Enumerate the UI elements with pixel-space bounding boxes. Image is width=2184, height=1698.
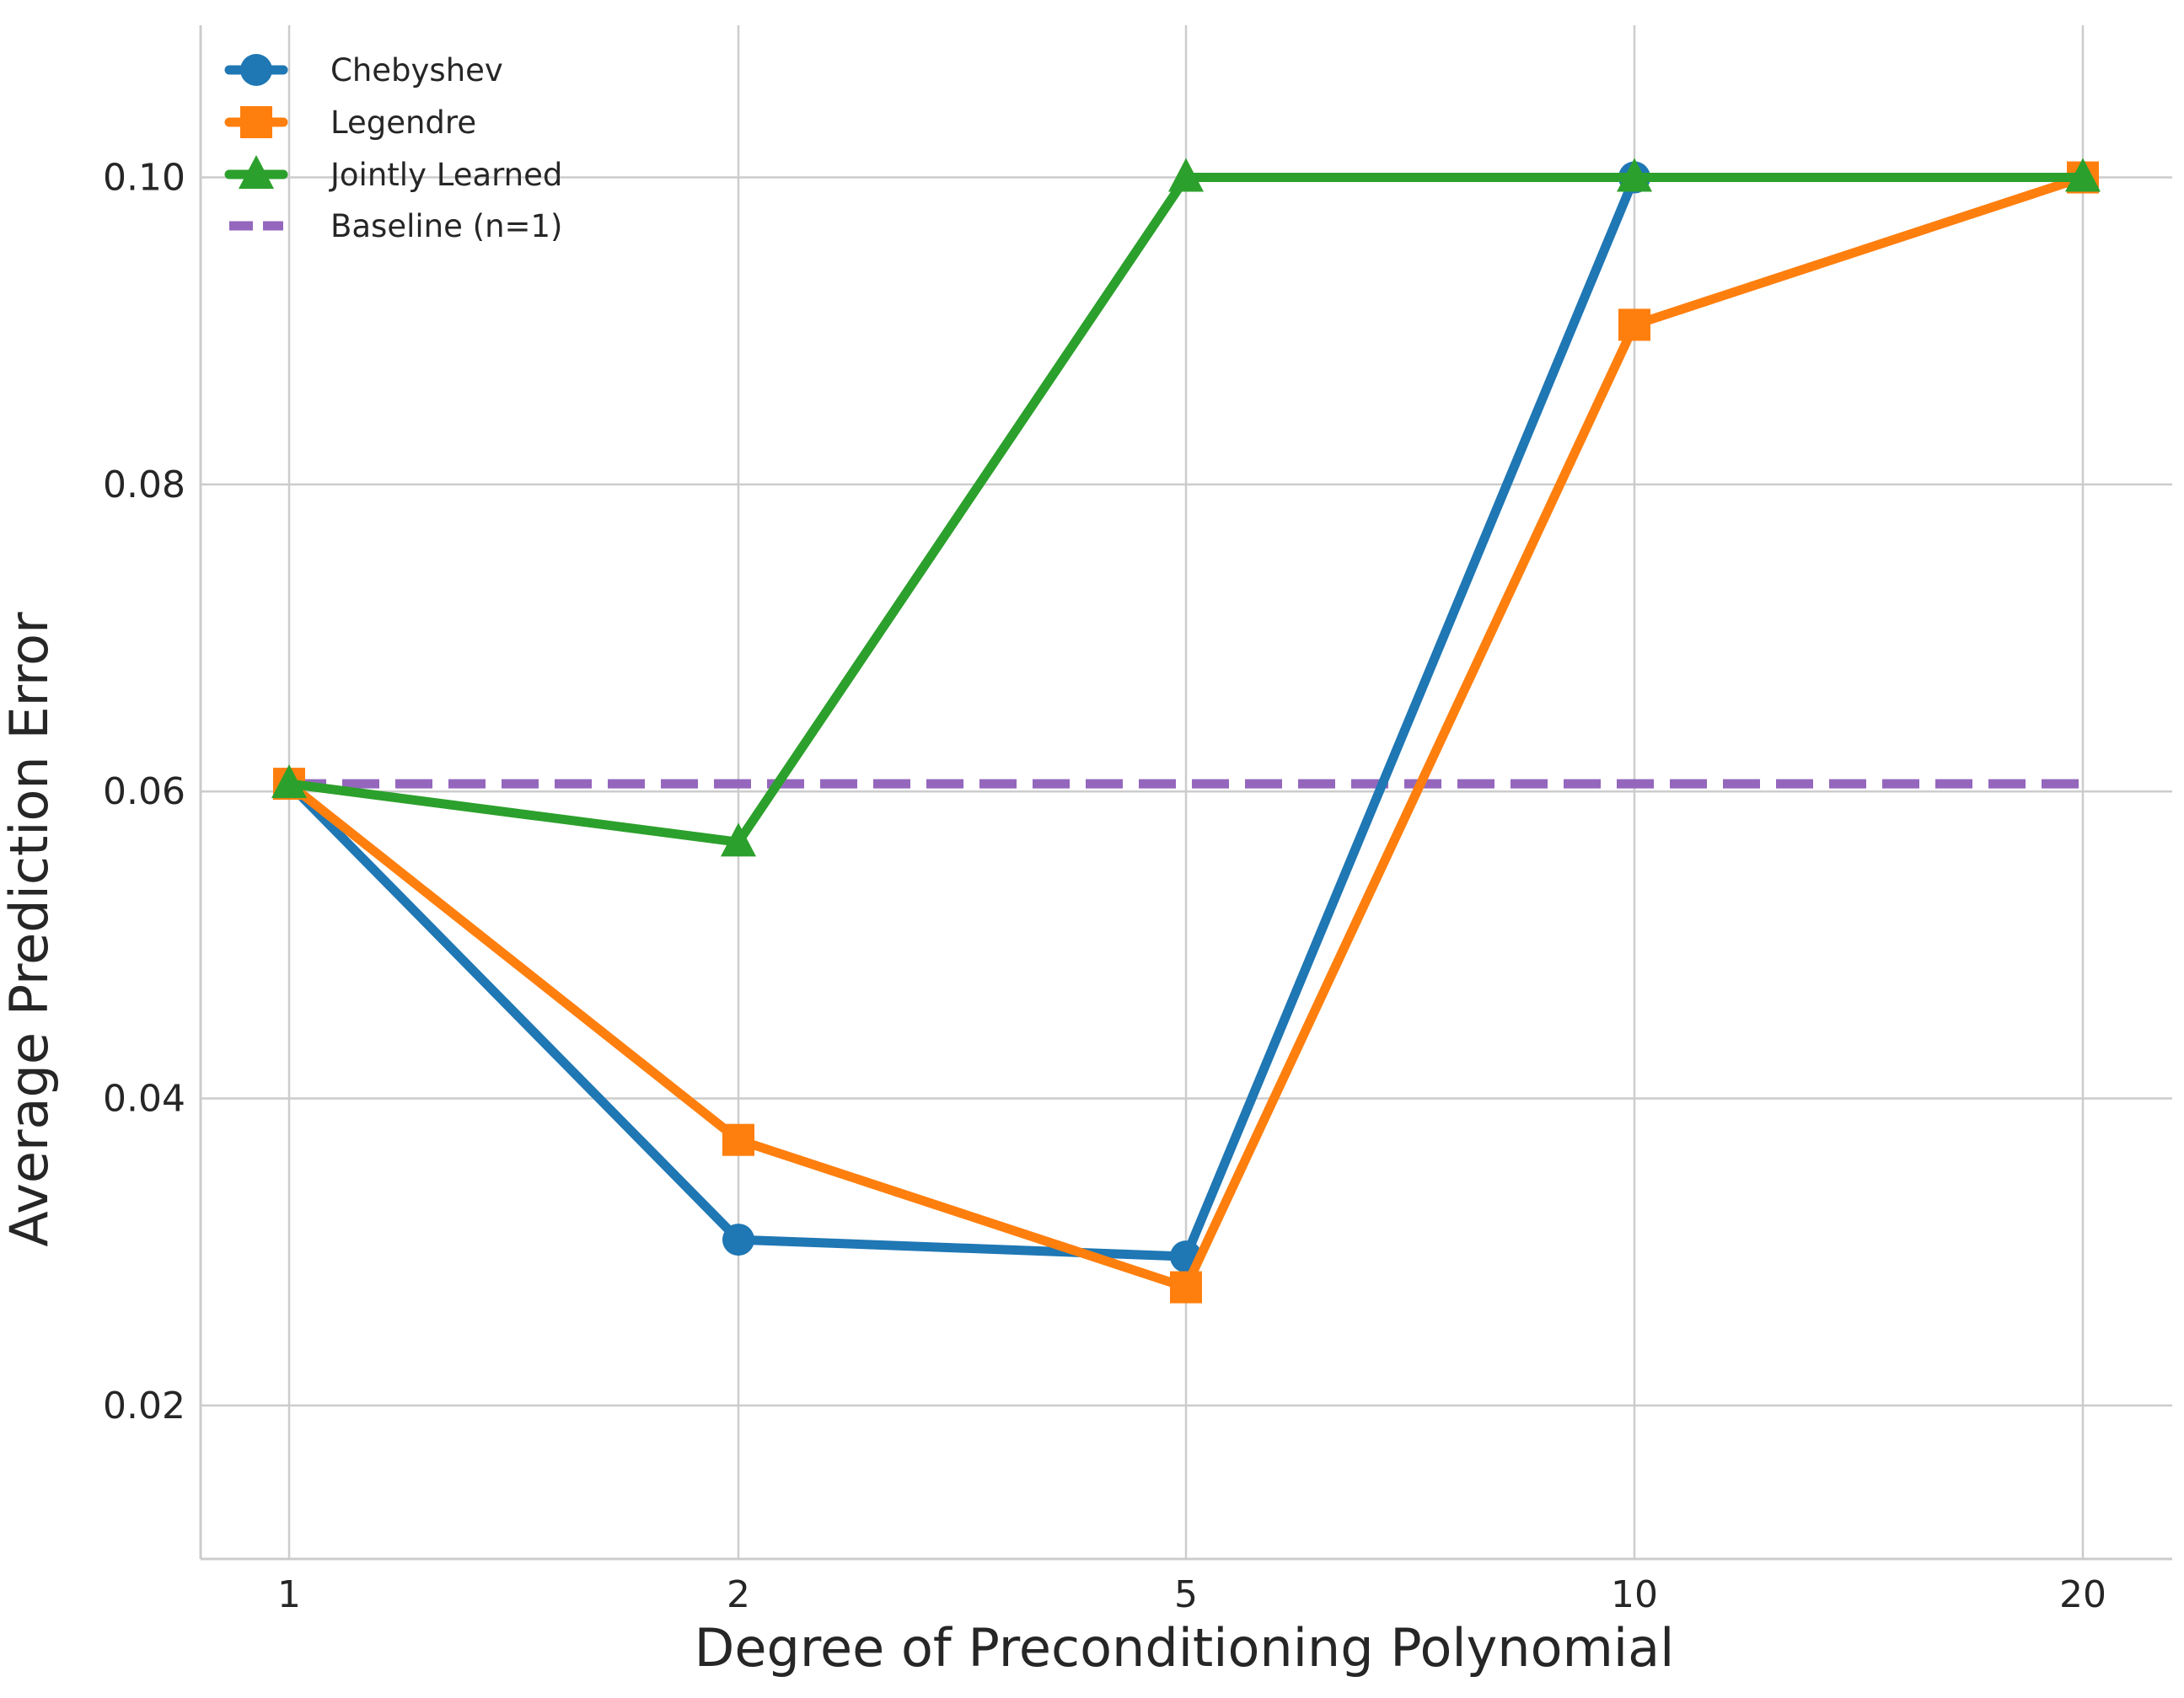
legend-label: Legendre [330, 104, 476, 141]
y-tick-label: 0.10 [103, 157, 185, 200]
data-point-jointly-learned-5 [1168, 158, 1204, 192]
data-point-legendre-5 [1170, 1271, 1202, 1304]
data-point-chebyshev-2 [722, 1224, 754, 1256]
data-point-jointly-learned-20 [2065, 158, 2101, 192]
data-point-jointly-learned-1 [271, 764, 307, 799]
y-tick-label: 0.06 [103, 770, 185, 813]
legend-entry-baseline-n-1: Baseline (n=1) [229, 208, 563, 244]
y-axis-label: Average Prediction Error [0, 612, 60, 1247]
legend-marker-legendre [240, 106, 272, 138]
x-tick-label: 2 [727, 1573, 750, 1616]
series-layer [271, 158, 2101, 1304]
x-tick-label: 10 [1611, 1573, 1658, 1616]
legend-marker-jointly-learned [239, 155, 274, 189]
x-axis-label: Degree of Preconditioning Polynomial [695, 1617, 1675, 1679]
x-tick-label: 5 [1174, 1573, 1198, 1616]
legend-marker-chebyshev [240, 54, 272, 86]
data-point-legendre-2 [722, 1123, 754, 1156]
x-tick-label: 20 [2059, 1573, 2106, 1616]
axes [199, 25, 2172, 1561]
data-point-legendre-10 [1618, 308, 1650, 341]
legend: Chebyshev Legendre Jointly Learned Baseline… [224, 52, 563, 244]
series-jointly-learned [271, 158, 2101, 857]
legend-label: Jointly Learned [329, 157, 562, 193]
x-tick-label: 1 [277, 1573, 301, 1616]
y-tick-label: 0.08 [103, 463, 185, 506]
y-tick-label: 0.02 [103, 1385, 185, 1427]
legend-entry-jointly-learned: Jointly Learned [224, 155, 562, 193]
legend-label: Chebyshev [330, 52, 503, 88]
legend-entry-chebyshev: Chebyshev [224, 52, 503, 88]
data-point-jointly-learned-2 [721, 822, 756, 857]
y-tick-label: 0.04 [103, 1078, 185, 1121]
legend-label: Baseline (n=1) [330, 208, 563, 244]
data-point-jointly-learned-10 [1617, 158, 1652, 192]
legend-entry-legendre: Legendre [224, 104, 476, 141]
tick-labels: 1 2 5 10 20 0.02 0.04 0.06 0.08 0.10 [103, 157, 2106, 1616]
